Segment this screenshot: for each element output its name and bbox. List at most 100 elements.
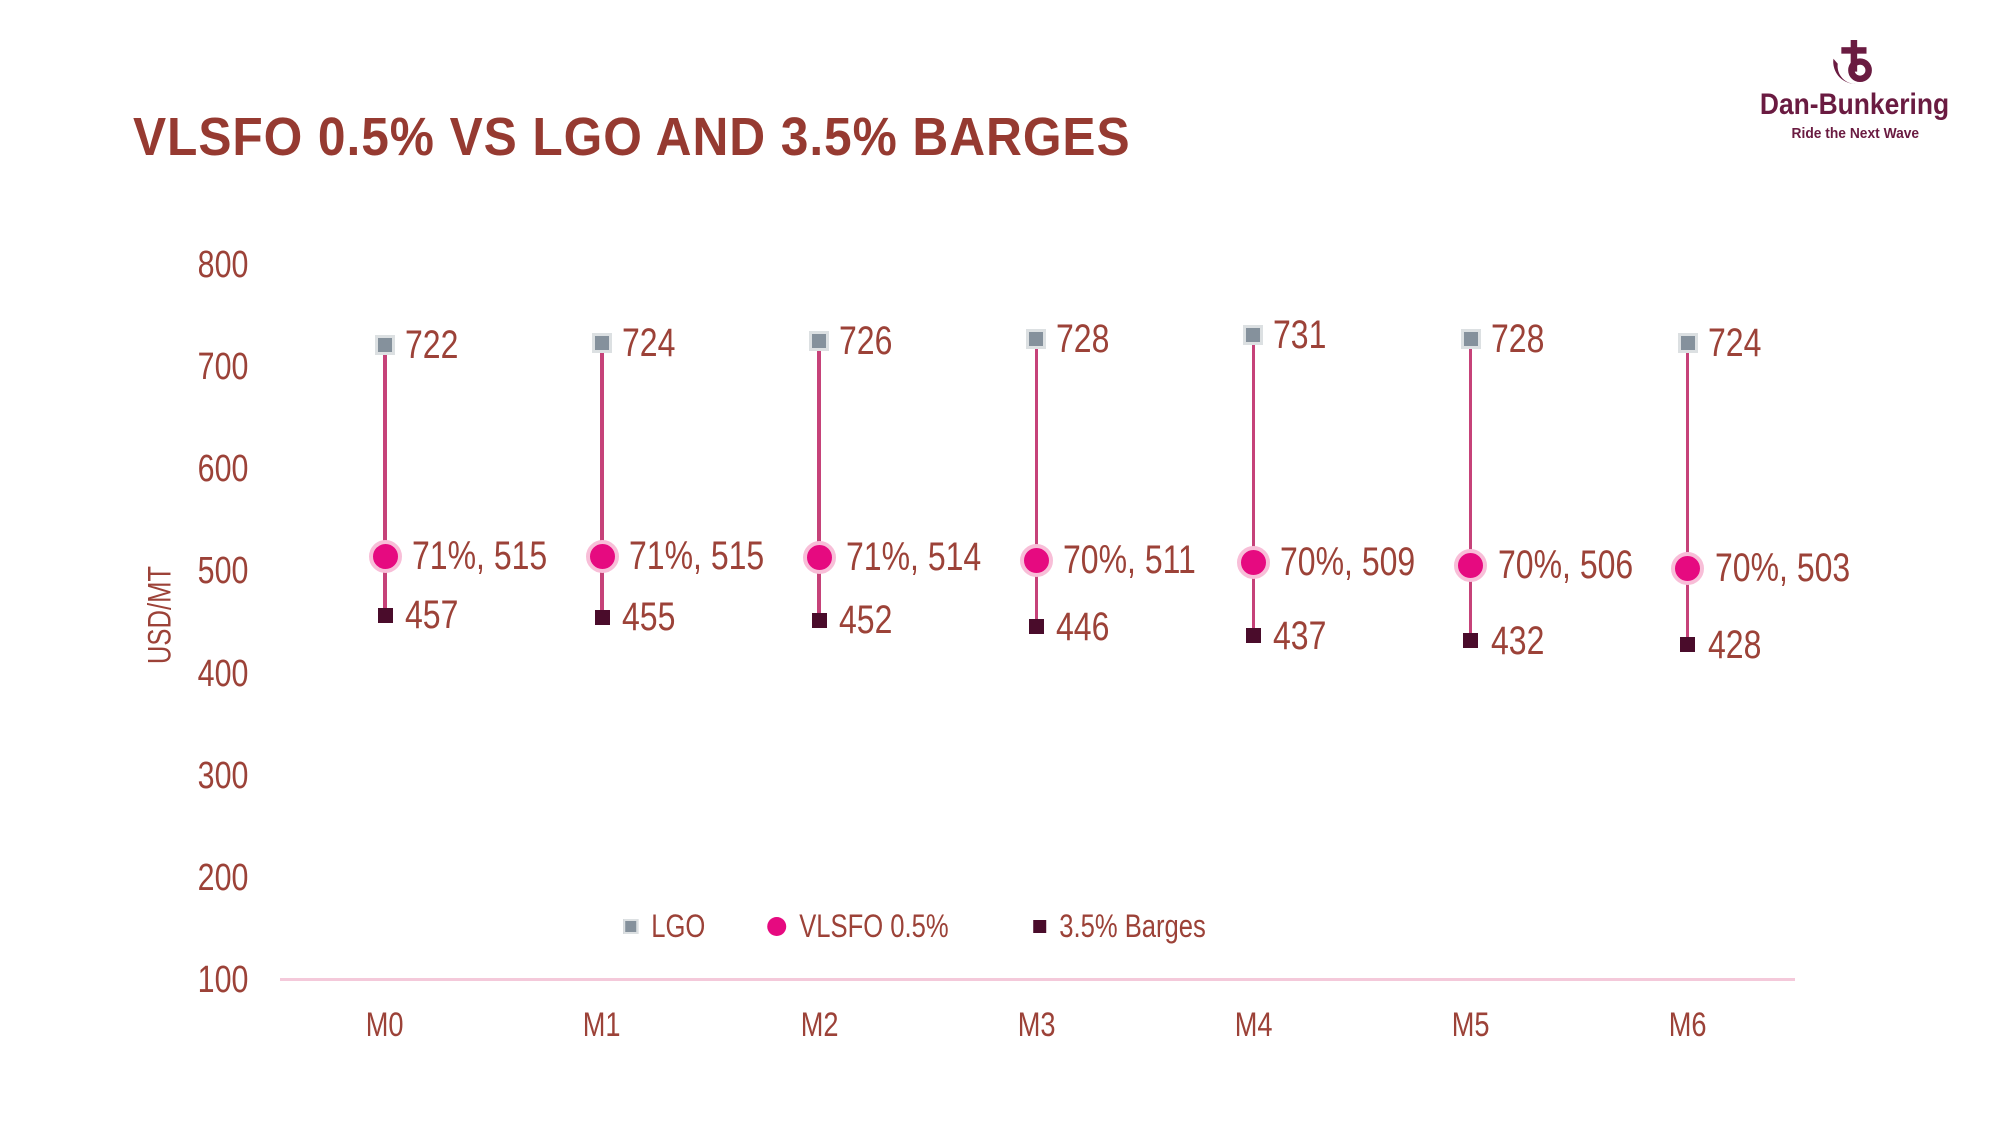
lgo-value-label-text: 724 [622, 320, 676, 365]
y-tick-label-text: 500 [197, 550, 248, 593]
barges-value-label: 452 [839, 597, 906, 643]
vlsfo-marker [585, 539, 619, 573]
legend-label: LGO [651, 908, 706, 944]
vlsfo-marker [802, 540, 836, 574]
barges-value-label-text: 432 [1490, 618, 1544, 663]
y-tick-label: 200 [98, 855, 248, 901]
y-tick-label-text: 400 [197, 652, 248, 695]
barges-marker [1463, 633, 1478, 649]
barges-marker [377, 607, 393, 623]
lgo-marker [1243, 325, 1264, 346]
vlsfo-value-label: 71%, 514 [846, 534, 1015, 580]
logo-name: Dan-Bunkering [1760, 88, 1950, 121]
barges-value-label-text: 428 [1707, 622, 1761, 667]
vlsfo-marker [368, 539, 402, 573]
barges-value-label: 432 [1491, 618, 1558, 664]
legend-item-lgo: LGO [623, 908, 719, 945]
vlsfo-value-label-text: 70%, 511 [1063, 538, 1197, 583]
vlsfo-value-label: 71%, 515 [412, 533, 581, 579]
x-tick-label-text: M0 [366, 1006, 404, 1044]
lgo-marker [592, 332, 613, 353]
page-title: VLSFO 0.5% VS LGO AND 3.5% BARGES [133, 107, 1131, 167]
vlsfo-legend-marker-icon [766, 917, 786, 936]
connector-line [600, 342, 604, 618]
lgo-marker [1026, 328, 1047, 349]
legend-item-vlsfo: VLSFO 0.5% [766, 908, 986, 945]
lgo-value-label: 728 [1491, 316, 1558, 362]
legend-label: 3.5% Barges [1059, 908, 1207, 944]
vlsfo-value-label: 70%, 506 [1498, 542, 1667, 588]
barges-value-label-text: 455 [622, 595, 676, 640]
connector-line [817, 340, 821, 621]
dan-bunkering-anchor-icon [1833, 40, 1872, 84]
vlsfo-marker [1454, 548, 1487, 582]
x-tick-label: M3 [956, 1004, 1116, 1046]
lgo-marker [809, 330, 830, 351]
y-tick-label: 300 [98, 753, 248, 799]
chart-legend: LGO VLSFO 0.5% 3.5% Barges [623, 908, 1243, 945]
lgo-marker [375, 334, 395, 355]
y-tick-label: 100 [98, 957, 248, 1003]
lgo-value-label-text: 731 [1273, 313, 1327, 358]
lgo-value-label: 728 [1056, 316, 1123, 362]
y-tick-label-text: 800 [197, 244, 248, 286]
barges-value-label: 446 [1056, 604, 1123, 650]
y-tick-label: 800 [98, 242, 248, 288]
y-tick-label-text: 100 [197, 959, 248, 1001]
connector-line [1685, 342, 1690, 645]
lgo-legend-marker-icon [623, 919, 639, 934]
lgo-value-label-text: 724 [1707, 320, 1761, 365]
vlsfo-value-label: 70%, 503 [1715, 545, 1884, 591]
vlsfo-marker [1019, 543, 1053, 577]
barges-value-label: 428 [1708, 622, 1775, 668]
barges-value-label-text: 452 [839, 598, 893, 643]
x-tick-label-text: M2 [800, 1006, 839, 1044]
vlsfo-value-label-text: 70%, 503 [1714, 546, 1850, 591]
lgo-value-label-text: 722 [405, 322, 459, 367]
dan-bunkering-logo: Dan-Bunkering Ride the Next Wave [1740, 40, 1970, 142]
y-tick-label: 400 [98, 651, 248, 697]
vlsfo-value-label-text: 71%, 515 [629, 534, 765, 579]
connector-line [383, 344, 387, 616]
barges-value-label: 437 [1273, 613, 1340, 659]
vlsfo-value-label: 70%, 511 [1063, 537, 1229, 583]
x-tick-label: M2 [739, 1004, 899, 1046]
barges-legend-marker-icon [1033, 920, 1047, 933]
barges-value-label-text: 446 [1056, 604, 1110, 649]
barges-marker [1028, 619, 1044, 635]
lgo-value-label: 724 [1708, 320, 1775, 366]
x-tick-label: M5 [1391, 1004, 1551, 1046]
y-tick-label-text: 200 [197, 856, 248, 899]
lgo-marker [1460, 328, 1481, 349]
y-tick-label-text: 300 [197, 754, 248, 797]
barges-marker [1680, 637, 1696, 653]
lgo-value-label-text: 728 [1056, 316, 1110, 361]
lgo-value-label: 724 [622, 320, 689, 366]
vlsfo-value-label-text: 71%, 515 [412, 534, 548, 579]
logo-tagline: Ride the Next Wave [1791, 125, 1919, 142]
barges-marker [594, 609, 610, 625]
vlsfo-marker [1236, 545, 1270, 579]
lgo-value-label: 722 [405, 322, 472, 368]
vlsfo-value-label: 71%, 515 [629, 533, 798, 579]
connector-line [1251, 335, 1256, 636]
y-tick-label-text: 700 [197, 346, 248, 389]
barges-value-label-text: 437 [1273, 613, 1327, 658]
x-tick-label: M0 [305, 1004, 465, 1046]
barges-value-label-text: 457 [405, 593, 459, 638]
barges-marker [811, 612, 827, 628]
vlsfo-value-label-text: 70%, 509 [1280, 540, 1416, 585]
y-tick-label: 600 [98, 446, 248, 492]
x-tick-label: M6 [1608, 1004, 1768, 1046]
lgo-value-label: 731 [1273, 312, 1340, 358]
barges-value-label: 457 [405, 592, 472, 638]
x-axis-line [280, 978, 1795, 981]
x-tick-label-text: M3 [1017, 1006, 1056, 1044]
vlsfo-value-label-text: 71%, 514 [846, 535, 982, 580]
lgo-marker [1677, 332, 1698, 353]
x-tick-label: M1 [522, 1004, 682, 1046]
x-tick-label-text: M1 [583, 1006, 621, 1044]
x-tick-label-text: M6 [1668, 1006, 1707, 1044]
vlsfo-value-label: 70%, 509 [1280, 539, 1449, 585]
